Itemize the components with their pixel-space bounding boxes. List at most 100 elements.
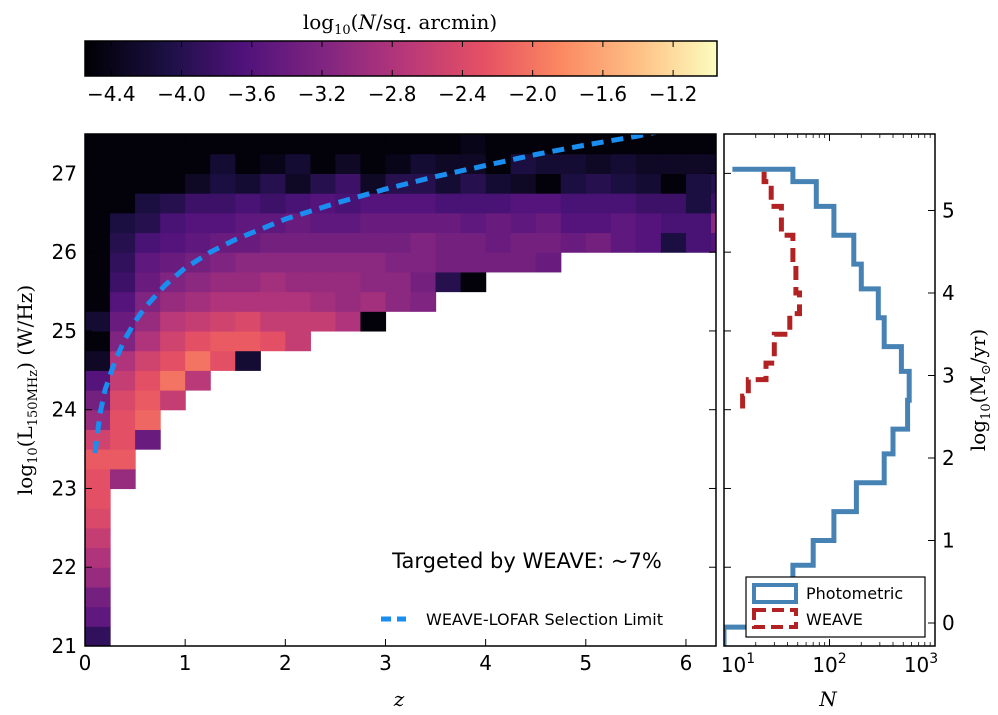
heatmap-cell [585, 212, 612, 234]
heatmap-cell [635, 232, 662, 253]
heatmap-cell [235, 291, 261, 312]
heatmap-cell [260, 173, 286, 194]
heatmap-cell [235, 134, 261, 155]
heatmap-cell [610, 153, 637, 174]
heatmap-cell [310, 134, 336, 155]
heatmap-cell [435, 232, 462, 253]
heatmap-cell [85, 468, 111, 490]
heatmap-cell [110, 232, 136, 253]
heatmap-cell [285, 330, 311, 352]
heatmap-cell [210, 330, 236, 352]
heatmap-cell [510, 134, 537, 155]
heatmap-cell [736, 173, 762, 193]
side-frame [723, 133, 936, 647]
heatmap-cell [685, 232, 712, 253]
heatmap-cell [285, 232, 311, 253]
heatmap-cell [460, 193, 487, 214]
heatmap-cell [260, 193, 286, 214]
heatmap-cell [710, 193, 716, 214]
heatmap-cell [660, 212, 687, 234]
heatmap-cell [460, 212, 487, 234]
heatmap-cell [110, 212, 136, 234]
side-right-tick-label: 3 [942, 364, 955, 388]
heatmap-cell [160, 390, 186, 411]
heatmap-cell [135, 350, 161, 371]
heatmap-cell [235, 311, 261, 332]
side-right-tick-label: 5 [942, 199, 955, 223]
heatmap-cell [485, 252, 512, 273]
heatmap-cell [185, 350, 211, 371]
heatmap-cell [85, 153, 111, 174]
x-tick-label: 3 [379, 651, 392, 675]
heatmap-cell [235, 153, 261, 174]
heatmap-cell [335, 291, 362, 312]
heatmap-cell [560, 232, 587, 253]
heatmap-cell [110, 468, 136, 490]
heatmap-cell [235, 232, 261, 253]
heatmap-cell [85, 488, 111, 509]
heatmap-cell [110, 370, 136, 391]
heatmap-cell [360, 153, 387, 174]
heatmap-cell [410, 173, 437, 194]
heatmap-cell [460, 173, 487, 194]
colorbar-tick-label: −2.8 [368, 82, 417, 106]
heatmap-cell [135, 390, 161, 411]
heatmap-cell [535, 232, 562, 253]
heatmap-cell [736, 193, 762, 213]
legend-swatch-weave [752, 608, 798, 629]
side-right-tick-label: 2 [942, 446, 955, 470]
side-legend: Photometric WEAVE [745, 576, 926, 638]
heatmap-cell [385, 271, 412, 293]
heatmap-cell [135, 153, 161, 174]
heatmap-cell [85, 311, 111, 332]
heatmap-cell [535, 153, 562, 174]
heatmap-cell [160, 291, 186, 312]
heatmap-cell [736, 213, 762, 233]
heatmap-cell [235, 271, 261, 293]
heatmap-cell [85, 449, 111, 470]
heatmap-cell [235, 193, 261, 214]
heatmap-cell [285, 252, 311, 273]
heatmap-cell [185, 153, 211, 174]
heatmap-cell [736, 232, 762, 252]
heatmap-cell [335, 193, 362, 214]
heatmap-cell [510, 232, 537, 253]
heatmap-cell [185, 212, 211, 234]
heatmap-cell [560, 173, 587, 194]
heatmap-cell [185, 193, 211, 214]
heatmap-cell [660, 173, 687, 194]
heatmap-cell [210, 212, 236, 234]
heatmap-cell [485, 173, 512, 194]
heatmap-cell [210, 193, 236, 214]
heatmap-cell [510, 212, 537, 234]
heatmap-cell [135, 271, 161, 293]
side-histograms [724, 166, 912, 646]
heatmap-cell [210, 153, 236, 174]
heatmap-cell [660, 232, 687, 253]
heatmap-cell [260, 153, 286, 174]
heatmap-cell [210, 291, 236, 312]
heatmap-cell [160, 134, 186, 155]
heatmap-cell [410, 193, 437, 214]
heatmap-cell [360, 291, 387, 312]
heatmap-cell [260, 232, 286, 253]
colorbar-tick-label: −4.4 [87, 82, 136, 106]
heatmap-cell [310, 311, 336, 332]
side-x-tick-label: 103 [904, 651, 938, 677]
heatmap-cell [435, 212, 462, 234]
heatmap-cell [360, 232, 387, 253]
heatmap-cell [160, 330, 186, 352]
heatmap-cell [110, 271, 136, 293]
heatmap-cell [535, 193, 562, 214]
colorbar-tick-label: −1.6 [579, 82, 628, 106]
heatmap-cell [335, 232, 362, 253]
heatmap-cell [385, 153, 412, 174]
heatmap-cell [836, 193, 862, 213]
heatmap-cell [185, 370, 211, 391]
colorbar: log10(N/sq. arcmin) −4.4 −4.0 −3.6 −3.2 −2.8… [84, 10, 718, 106]
heatmap-cell [510, 173, 537, 194]
heatmap-cell [811, 134, 837, 154]
heatmap-cell [360, 271, 387, 293]
